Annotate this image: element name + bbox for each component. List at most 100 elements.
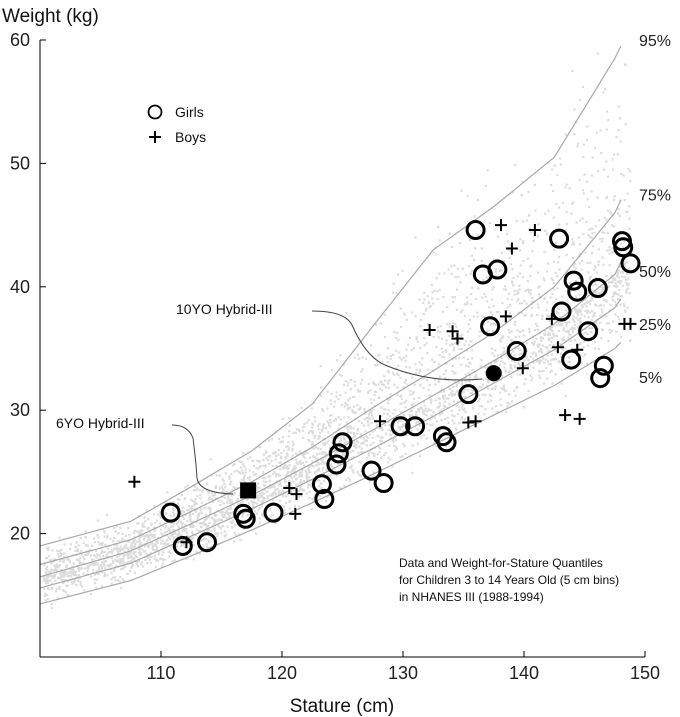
background-point <box>534 322 538 325</box>
background-point <box>607 322 610 325</box>
background-point <box>391 439 394 442</box>
y-tick-label: 30 <box>10 400 30 420</box>
background-point <box>128 569 132 573</box>
background-point <box>349 479 352 482</box>
background-point <box>208 534 211 537</box>
background-point <box>459 335 462 338</box>
background-point <box>228 512 231 516</box>
background-point <box>95 562 98 565</box>
background-point <box>51 558 54 561</box>
background-point <box>241 452 245 455</box>
background-point <box>326 491 329 494</box>
background-point <box>571 329 574 332</box>
background-point <box>476 311 479 314</box>
background-point <box>395 349 398 352</box>
background-point <box>135 530 139 533</box>
background-point <box>99 557 102 560</box>
background-point <box>298 460 301 463</box>
background-point <box>121 561 124 564</box>
background-point <box>177 529 180 533</box>
background-point <box>184 486 187 489</box>
background-point <box>293 470 296 473</box>
background-point <box>460 417 463 420</box>
background-point <box>391 432 395 435</box>
background-point <box>347 425 351 428</box>
background-point <box>207 541 211 544</box>
background-point <box>177 525 180 528</box>
background-point <box>586 261 589 264</box>
background-point <box>44 570 47 574</box>
background-point <box>113 558 117 561</box>
background-point <box>582 346 585 349</box>
background-point <box>241 469 244 472</box>
background-point <box>394 439 397 442</box>
background-point <box>508 312 511 315</box>
background-point <box>536 235 540 238</box>
background-point <box>192 489 196 492</box>
background-point <box>624 276 627 279</box>
background-point <box>117 558 120 561</box>
background-point <box>78 561 81 564</box>
background-point <box>491 288 494 291</box>
background-point <box>521 352 524 355</box>
background-point <box>512 340 515 343</box>
background-point <box>611 296 614 299</box>
background-point <box>348 458 351 461</box>
background-point <box>231 493 235 497</box>
background-point <box>453 393 456 397</box>
background-point <box>283 508 286 512</box>
background-point <box>74 578 77 581</box>
background-point <box>551 382 554 385</box>
background-point <box>170 552 173 555</box>
background-point <box>593 231 596 234</box>
background-point <box>227 495 230 498</box>
background-point <box>322 479 325 483</box>
background-point <box>574 262 577 265</box>
background-point <box>230 507 233 510</box>
background-point <box>432 302 435 305</box>
background-point <box>47 546 50 549</box>
background-point <box>369 443 372 447</box>
background-point <box>74 545 77 548</box>
background-point <box>628 339 632 342</box>
background-point <box>195 488 198 492</box>
background-point <box>258 475 262 478</box>
background-point <box>458 421 461 424</box>
background-point <box>601 237 604 240</box>
background-point <box>235 469 239 472</box>
background-point <box>529 265 532 268</box>
background-point <box>577 325 581 328</box>
background-point <box>216 535 219 538</box>
background-point <box>562 336 565 339</box>
girl-point <box>465 220 486 241</box>
background-point <box>425 422 429 426</box>
background-point <box>305 492 308 495</box>
background-point <box>182 539 185 543</box>
background-point <box>114 530 117 533</box>
background-point <box>558 268 561 271</box>
background-point <box>607 285 611 288</box>
background-point <box>591 232 594 235</box>
background-point <box>609 211 612 214</box>
background-point <box>311 422 314 425</box>
background-point <box>145 540 149 543</box>
background-point <box>441 396 445 400</box>
background-point <box>161 562 165 565</box>
background-point <box>86 569 89 573</box>
background-point <box>605 315 608 318</box>
background-point <box>516 329 519 332</box>
background-point <box>490 399 493 402</box>
background-point <box>437 336 440 339</box>
background-point <box>116 579 120 582</box>
boys-series <box>128 219 637 549</box>
background-point <box>487 329 490 332</box>
background-point <box>53 569 56 572</box>
background-point <box>243 474 246 477</box>
background-point <box>172 535 176 539</box>
background-point <box>318 434 321 438</box>
background-point <box>511 400 514 403</box>
background-point <box>521 276 525 279</box>
background-point <box>270 459 273 462</box>
background-point <box>371 436 374 439</box>
background-point <box>141 524 145 528</box>
